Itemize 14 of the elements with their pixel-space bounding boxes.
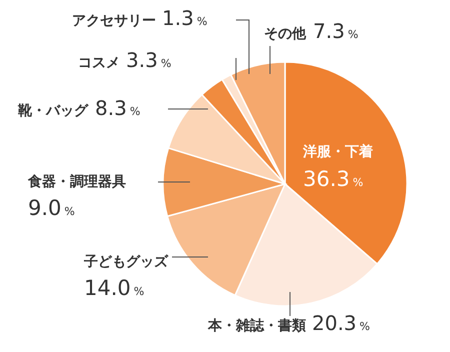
slice-label: 本・雑誌・書類 — [207, 317, 306, 334]
slice-label: 子どもグッズ — [83, 254, 169, 270]
data-label: 1.3% — [162, 6, 208, 30]
data-label: 3.3% — [126, 48, 172, 72]
slice-label: 食器・調理器具 — [27, 173, 126, 190]
slice-label: 靴・バッグ — [17, 103, 89, 119]
data-label: 7.3% — [313, 19, 358, 43]
data-label: 9.0% — [28, 196, 75, 220]
slice-label: その他 — [264, 26, 307, 42]
data-label: 14.0% — [84, 276, 144, 300]
slice-label: アクセサリー — [72, 13, 156, 29]
data-label: 8.3% — [95, 96, 140, 120]
data-label: 20.3% — [312, 311, 370, 335]
slice-label: コスメ — [78, 55, 120, 71]
